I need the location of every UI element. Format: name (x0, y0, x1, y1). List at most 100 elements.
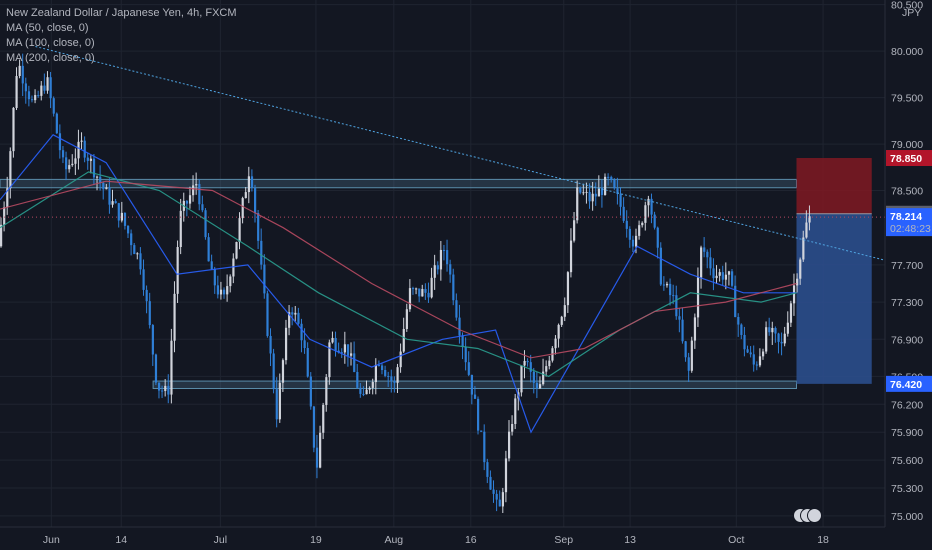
candle-body (343, 344, 347, 353)
short-position-risk-box[interactable] (796, 158, 872, 214)
candle-body (529, 362, 532, 372)
candle-body (415, 288, 418, 290)
ma100-legend[interactable]: MA (100, close, 0) (6, 37, 95, 49)
candle-body (622, 206, 625, 221)
candle-body (272, 353, 275, 390)
candle-body (167, 385, 170, 395)
candle-body (145, 289, 148, 302)
candle-body (724, 274, 728, 280)
stop-price-badge-bg (886, 150, 932, 167)
candle-body (213, 269, 216, 286)
candle-body (780, 341, 783, 344)
ma-line-1[interactable] (0, 171, 797, 378)
candle-body (706, 251, 709, 258)
candle-body (591, 193, 594, 202)
candle-body (24, 83, 27, 92)
candle-body (393, 380, 396, 383)
ma-line-0[interactable] (0, 134, 797, 434)
candle-body (418, 288, 421, 297)
currency-label: JPY (902, 7, 921, 19)
candle-body (600, 188, 604, 195)
candle-body (61, 150, 65, 158)
candle-body (37, 95, 40, 97)
candle-body (21, 65, 24, 84)
x-tick-label: 16 (465, 534, 477, 546)
candle-body (123, 212, 127, 226)
candle-body (693, 317, 697, 341)
candle-body (350, 353, 353, 356)
ma-line-2[interactable] (0, 180, 797, 359)
candle-body (368, 387, 371, 390)
candle-body (607, 176, 610, 178)
candle-body (430, 277, 433, 298)
candle-body (554, 338, 557, 349)
candle-body (402, 328, 405, 352)
candle-body (585, 191, 588, 193)
candle-body (365, 389, 368, 395)
candle-body (136, 253, 139, 255)
candle-body (486, 462, 489, 477)
candle-body (464, 346, 467, 363)
y-tick-label: 78.500 (891, 186, 923, 198)
candle-body (294, 312, 297, 315)
x-tick-label: Sep (554, 534, 573, 546)
candle-body (703, 247, 706, 252)
plot-area[interactable] (0, 0, 885, 527)
candle-body (114, 201, 117, 204)
candle-body (353, 353, 356, 372)
tradingview-logo-icon (793, 506, 827, 524)
candle-body (467, 362, 470, 375)
candle-body (30, 99, 34, 101)
candle-body (665, 283, 669, 286)
candle-body (734, 285, 737, 317)
candle-body (269, 335, 272, 354)
candle-body (173, 293, 176, 341)
candle-body (700, 247, 703, 278)
ma200-legend[interactable]: MA (200, close, 0) (6, 52, 95, 64)
candle-body (288, 312, 291, 328)
candle-body (275, 389, 278, 420)
candle-body (511, 423, 514, 432)
candle-body (638, 225, 641, 236)
candle-body (210, 261, 213, 270)
candle-body (89, 158, 93, 161)
candle-body (334, 337, 337, 351)
candle-body (92, 158, 96, 178)
candle-body (659, 247, 662, 285)
candle-body (520, 365, 523, 393)
candle-body (216, 285, 220, 295)
candle-body (631, 239, 635, 247)
short-position-reward-box[interactable] (796, 213, 872, 384)
candle-body (421, 289, 424, 297)
candle-body (77, 141, 80, 159)
candle-body (647, 198, 650, 206)
candle-body (439, 249, 443, 270)
candle-body (768, 327, 771, 333)
candle-body (542, 371, 545, 385)
candle-body (653, 214, 656, 228)
candle-body (758, 356, 762, 366)
candle-body (712, 268, 715, 279)
price-axis[interactable] (885, 0, 932, 550)
candle-body (792, 285, 796, 304)
candle-body (644, 205, 647, 223)
candle-body (120, 212, 124, 221)
candle-body (678, 316, 681, 320)
candle-body (470, 374, 474, 395)
y-tick-label: 80.500 (891, 0, 923, 12)
candle-body (808, 216, 811, 223)
candle-body (192, 185, 195, 196)
candle-body (331, 337, 334, 343)
symbol-title[interactable]: New Zealand Dollar / Japanese Yen, 4h, F… (6, 7, 237, 19)
candle-body (449, 264, 452, 275)
candle-body (380, 365, 384, 370)
candle-body (446, 250, 449, 265)
ma50-legend[interactable]: MA (50, close, 0) (6, 22, 89, 34)
candle-body (6, 188, 9, 208)
candle-body (49, 77, 52, 99)
candle-body (55, 113, 58, 134)
candle-body (545, 366, 548, 372)
candle-body (99, 176, 102, 183)
